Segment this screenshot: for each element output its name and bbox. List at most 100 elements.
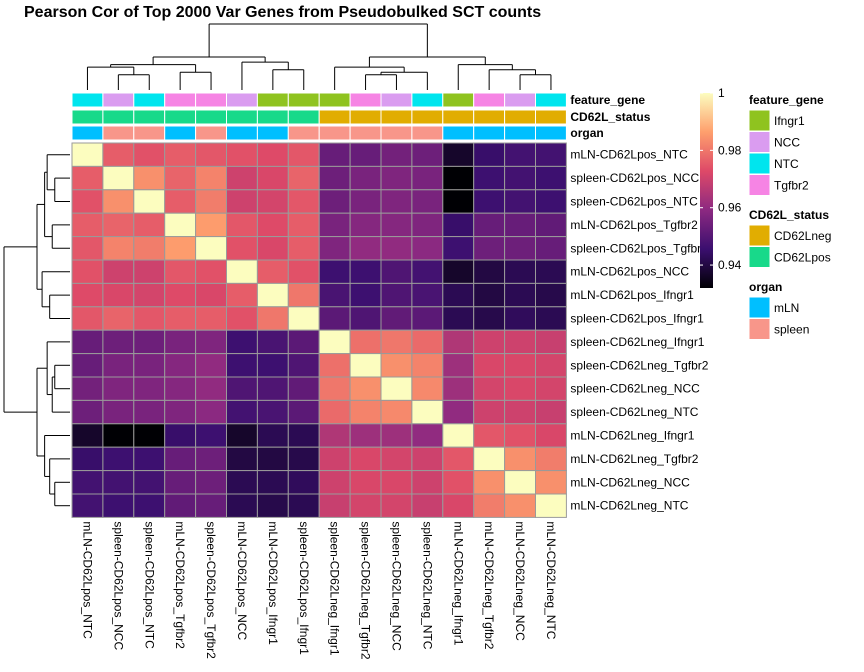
column-label: mLN-CD62Lneg_Ifngr1: [451, 521, 465, 645]
legend-swatch: [748, 246, 771, 268]
heatmap-cell: [195, 470, 228, 495]
annotation-cell-CD62L_status: [349, 109, 382, 125]
heatmap-cell: [473, 493, 506, 518]
heatmap-cell: [535, 446, 567, 472]
heatmap-cell: [226, 423, 258, 448]
heatmap-cell: [164, 470, 197, 495]
column-label: spleen-CD62Lpos_NCC: [111, 521, 125, 650]
row-labels: mLN-CD62Lpos_NTC spleen-CD62Lpos_NCCsplee…: [570, 148, 708, 513]
heatmap-cell: [411, 446, 444, 472]
heatmap-cell: [226, 329, 258, 355]
heatmap-cell: [535, 306, 567, 331]
heatmap-cell: [256, 470, 289, 495]
annotation-cell-feature_gene: [226, 92, 258, 108]
heatmap-cell: [473, 236, 506, 261]
heatmap-cell: [535, 376, 567, 401]
legend-title: feature_gene: [749, 93, 824, 107]
heatmap-cell: [164, 353, 197, 378]
heatmap-cell: [380, 282, 413, 308]
heatmap-cell: [504, 376, 537, 401]
annotation-cell-feature_gene: [133, 92, 166, 108]
legend-label: NTC: [774, 157, 799, 171]
heatmap-cell: [287, 423, 320, 448]
heatmap-cell: [411, 423, 444, 448]
heatmap-cell: [133, 189, 166, 214]
annotation-cell-feature_gene: [411, 92, 444, 108]
heatmap-cell: [195, 493, 228, 518]
heatmap-cell: [71, 353, 104, 378]
heatmap-cell: [318, 142, 351, 167]
heatmap-cell: [442, 470, 475, 495]
heatmap-cell: [71, 493, 104, 518]
heatmap-cell: [535, 423, 567, 448]
heatmap-cell: [164, 165, 197, 191]
heatmap-cell: [226, 376, 258, 401]
column-labels: mLN-CD62Lpos_NTC spleen-CD62Lpos_NCC splee…: [80, 521, 558, 659]
heatmap-cell: [102, 493, 135, 518]
heatmap-cell: [102, 212, 135, 238]
heatmap-cell: [442, 165, 475, 191]
heatmap-cell: [349, 399, 382, 425]
annotation-cell-CD62L_status: [102, 109, 135, 125]
heatmap-cell: [380, 165, 413, 191]
heatmap-cell: [71, 212, 104, 238]
heatmap-cells: [71, 142, 567, 518]
heatmap-cell: [256, 259, 289, 284]
heatmap-cell: [504, 212, 537, 238]
heatmap-cell: [195, 236, 228, 261]
heatmap-cell: [287, 470, 320, 495]
legend-label: NCC: [774, 136, 800, 150]
heatmap-cell: [473, 423, 506, 448]
annotation-label-CD62L_status: CD62L_status: [570, 110, 650, 124]
column-label: spleen-CD62Lpos_Tgfbr2: [204, 521, 218, 659]
heatmap-cell: [349, 376, 382, 401]
heatmap-cell: [380, 212, 413, 238]
heatmap-cell: [226, 470, 258, 495]
legend-label: CD62Lneg: [774, 229, 831, 243]
legend-label: mLN: [774, 301, 799, 315]
heatmap-cell: [287, 353, 320, 378]
heatmap-cell: [287, 306, 320, 331]
heatmap-cell: [226, 189, 258, 214]
heatmap-cell: [442, 329, 475, 355]
heatmap-cell: [318, 189, 351, 214]
heatmap-cell: [349, 165, 382, 191]
heatmap-cell: [442, 306, 475, 331]
column-label: mLN-CD62Lpos_Ifngr1: [266, 521, 280, 645]
legend-label: spleen: [774, 323, 809, 337]
heatmap-cell: [256, 165, 289, 191]
heatmap-cell: [195, 376, 228, 401]
heatmap-cell: [226, 236, 258, 261]
heatmap-cell: [504, 306, 537, 331]
heatmap-cell: [411, 399, 444, 425]
heatmap-cell: [473, 282, 506, 308]
heatmap-cell: [133, 212, 166, 238]
annotation-cell-organ: [380, 125, 413, 141]
heatmap-cell: [504, 236, 537, 261]
heatmap-cell: [380, 376, 413, 401]
heatmap-cell: [318, 165, 351, 191]
heatmap-cell: [380, 142, 413, 167]
heatmap-cell: [195, 306, 228, 331]
column-label: mLN-CD62Lpos_Tgfbr2: [173, 521, 187, 649]
heatmap-cell: [442, 399, 475, 425]
column-label: mLN-CD62Lneg_NTC: [544, 521, 558, 639]
colorbar-tick-label: 0.94: [718, 258, 742, 272]
heatmap-cell: [164, 493, 197, 518]
heatmap-cell: [226, 399, 258, 425]
heatmap-cell: [473, 446, 506, 472]
heatmap-cell: [164, 259, 197, 284]
heatmap-cell: [442, 282, 475, 308]
heatmap-cell: [195, 423, 228, 448]
annotation-cell-feature_gene: [380, 92, 413, 108]
annotation-cell-organ: [71, 125, 104, 141]
heatmap-cell: [71, 236, 104, 261]
heatmap-cell: [535, 142, 567, 167]
heatmap-cell: [380, 446, 413, 472]
heatmap-cell: [349, 493, 382, 518]
heatmap-cell: [411, 493, 444, 518]
heatmap-cell: [349, 259, 382, 284]
annotation-cell-CD62L_status: [504, 109, 537, 125]
colorbar-tick-label: 0.96: [718, 201, 742, 215]
heatmap-cell: [133, 329, 166, 355]
